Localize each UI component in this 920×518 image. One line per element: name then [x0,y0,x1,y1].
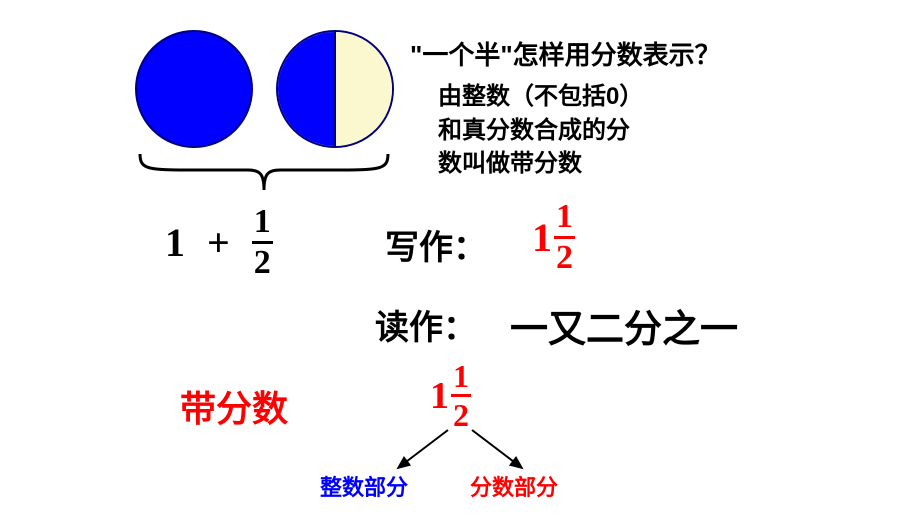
anatomy-value: 1 1 2 [430,360,471,431]
definition-line: 由整数（不包括0） [438,80,643,114]
expr-denominator: 2 [252,244,273,280]
expr-numerator: 1 [252,205,273,241]
brace-icon [138,152,390,192]
integer-part-label: 整数部分 [320,470,408,502]
fraction-part-label: 分数部分 [470,470,558,502]
expression: 1 + 1 2 [165,205,273,280]
mixed-fraction: 1 2 [554,200,575,275]
full-circle [135,30,253,148]
anatomy-whole: 1 [430,377,449,415]
expr-whole: 1 [165,219,185,266]
write-value: 1 1 2 [532,200,575,275]
mixed-whole: 1 [532,218,552,258]
half-circle [276,30,394,148]
definition-line: 和真分数合成的分 [438,114,643,148]
definition-block: 由整数（不包括0） 和真分数合成的分 数叫做带分数 [438,80,643,181]
write-label: 写作： [385,220,487,269]
anatomy-denominator: 2 [451,397,471,431]
read-value: 一又二分之一 [510,298,738,353]
mixed-denominator: 2 [554,239,575,275]
definition-line: 数叫做带分数 [438,147,643,181]
read-label: 读作： [375,300,477,349]
term-label: 带分数 [180,380,288,432]
expr-plus: + [207,219,230,266]
mixed-numerator: 1 [554,200,575,236]
expr-fraction: 1 2 [252,205,273,280]
anatomy-fraction: 1 2 [451,360,471,431]
question-text: "一个半"怎样用分数表示？ [410,35,721,72]
anatomy-numerator: 1 [451,360,471,394]
